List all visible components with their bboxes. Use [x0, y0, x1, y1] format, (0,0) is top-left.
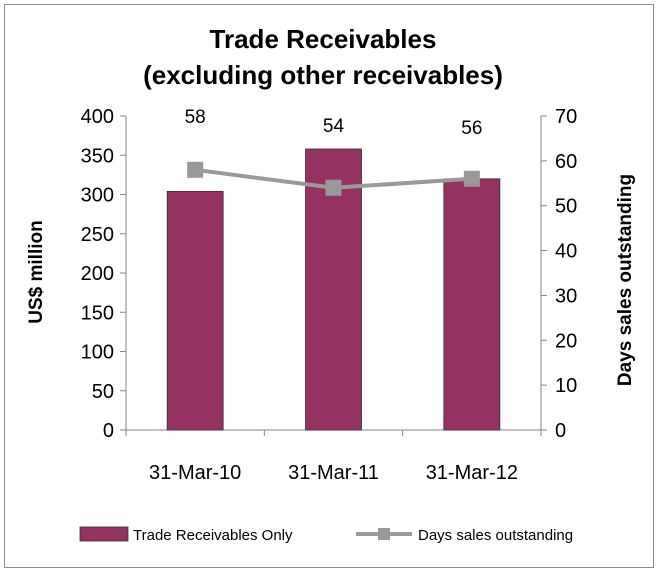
right-tick-label: 70: [555, 106, 577, 128]
left-tick-label: 400: [81, 106, 114, 128]
left-tick-label: 100: [81, 342, 114, 364]
right-tick-label: 60: [555, 151, 577, 173]
chart-title-line-2: (excluding other receivables): [143, 60, 503, 90]
right-tick-label: 40: [555, 241, 577, 263]
left-tick-label: 150: [81, 302, 114, 324]
left-axis-title: US$ million: [26, 220, 47, 323]
left-tick-label: 300: [81, 185, 114, 207]
left-tick-label: 0: [103, 420, 114, 442]
right-tick-label: 10: [555, 375, 577, 397]
line-point-marker: [187, 161, 204, 178]
bar-series: [166, 148, 501, 431]
left-tick-label: 50: [92, 381, 114, 403]
x-category-label: 31-Mar-12: [426, 462, 518, 484]
bar: [443, 178, 501, 431]
x-category-label: 31-Mar-11: [288, 462, 379, 484]
right-axis-title: Days sales outstanding: [615, 174, 636, 386]
line-point-marker: [325, 179, 342, 196]
right-tick-label: 30: [555, 285, 577, 307]
right-tick-label: 0: [555, 420, 566, 442]
legend-line-marker: [378, 528, 390, 540]
data-label: 56: [461, 118, 482, 139]
legend-label-line: Days sales outstanding: [418, 527, 573, 544]
bar: [166, 190, 224, 431]
data-label: 58: [185, 107, 206, 128]
line-series: 58 54 56: [185, 107, 482, 196]
data-label: 54: [323, 116, 345, 137]
x-category-label: 31-Mar-10: [149, 462, 241, 484]
left-y-axis: 0 50 100 150 200 250 300 350 400: [81, 106, 127, 442]
legend-bar-swatch: [79, 526, 129, 542]
left-tick-label: 250: [81, 224, 114, 246]
right-y-axis: 0 10 20 30 40 50 60 70: [540, 106, 577, 442]
left-tick-label: 200: [81, 263, 114, 285]
right-tick-label: 50: [555, 196, 577, 218]
line-point-marker: [463, 170, 480, 187]
right-tick-label: 20: [555, 330, 577, 352]
legend: Trade Receivables Only Days sales outsta…: [79, 526, 573, 544]
x-axis: 31-Mar-10 31-Mar-11 31-Mar-12: [125, 429, 542, 484]
chart-title-line-1: Trade Receivables: [210, 24, 437, 54]
legend-label-bar: Trade Receivables Only: [133, 527, 293, 544]
bar: [305, 148, 362, 431]
left-tick-label: 350: [81, 145, 114, 167]
